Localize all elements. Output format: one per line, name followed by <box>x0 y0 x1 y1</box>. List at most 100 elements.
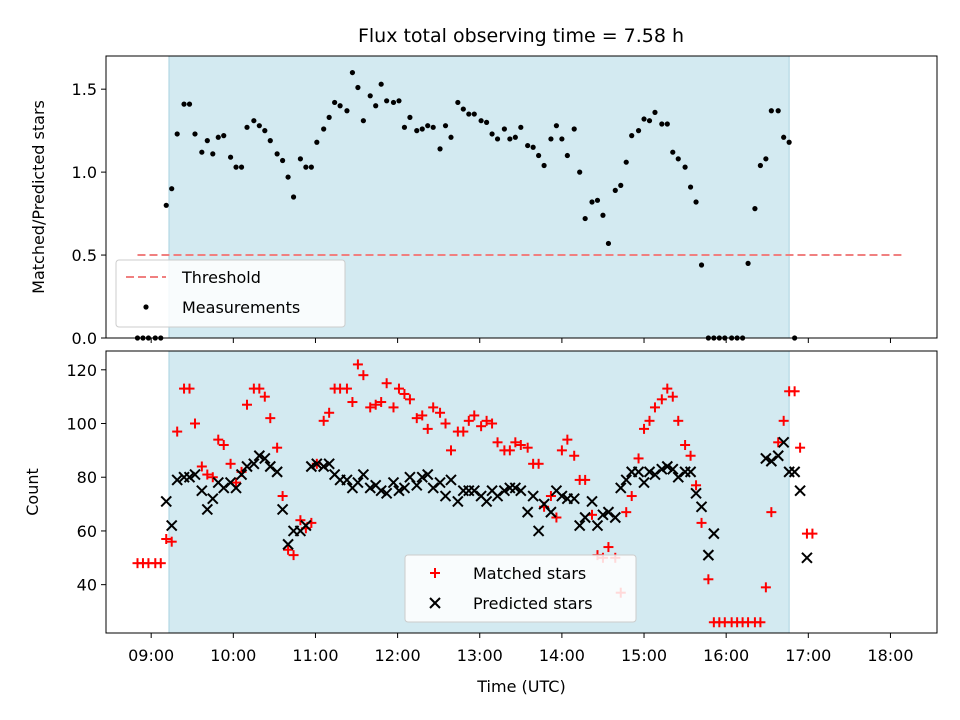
x-stroke-b <box>801 552 813 564</box>
matched-star-point <box>393 383 404 394</box>
predicted-star-point <box>649 468 661 481</box>
measurement-point <box>373 103 379 109</box>
measurement-point <box>536 152 542 159</box>
matched-star-point <box>422 423 433 434</box>
matched-star-point <box>370 399 381 410</box>
matched-star-point <box>562 434 573 445</box>
measurement-points <box>134 69 798 341</box>
predicted-star-point <box>609 511 621 524</box>
top-panel-frame <box>105 55 938 339</box>
measurement-point <box>355 84 361 91</box>
x-stroke-b <box>317 460 330 473</box>
predicted-star-point <box>166 519 178 532</box>
measurement-point <box>786 139 792 145</box>
x-tick-label: 15:00 <box>621 646 667 665</box>
measurement-point <box>169 186 175 192</box>
x-stroke-b <box>532 525 545 537</box>
measurement-point <box>360 118 366 124</box>
matched-star-point <box>492 437 503 448</box>
measurement-point <box>414 128 420 134</box>
x-stroke-b <box>341 474 353 486</box>
legend-measurements-swatch <box>143 304 149 310</box>
measurement-point <box>251 118 257 124</box>
matched-star-point <box>161 534 172 544</box>
predicted-star-point <box>183 471 196 483</box>
matched-star-point <box>435 407 446 418</box>
measurement-point <box>290 194 297 200</box>
x-stroke-b <box>416 471 428 483</box>
predicted-star-point <box>171 474 183 486</box>
x-stroke-b <box>638 476 650 489</box>
x-stroke-b <box>323 458 335 470</box>
x-tick-label: 12:00 <box>375 646 421 665</box>
measurement-point <box>618 182 624 188</box>
measurement-point <box>652 109 658 115</box>
matched-star-point <box>155 558 166 569</box>
matched-star-point <box>358 370 369 381</box>
bottom-legend-box <box>404 554 637 623</box>
predicted-star-point <box>702 549 715 561</box>
predicted-star-point <box>452 495 464 508</box>
predicted-star-point <box>801 552 813 564</box>
x-stroke-b <box>207 493 219 505</box>
x-stroke-b <box>491 490 504 502</box>
measurement-point <box>221 133 227 139</box>
legend-predicted-swatch <box>429 597 441 609</box>
predicted-star-point <box>586 495 598 508</box>
x-stroke-b <box>160 495 172 508</box>
x-tick-label: 16:00 <box>703 646 749 665</box>
measurement-point <box>238 164 245 170</box>
predicted-star-point <box>235 468 248 481</box>
measurement-point <box>163 202 169 208</box>
x-stroke-b <box>305 460 318 473</box>
predicted-star-point <box>311 458 323 470</box>
measurement-point <box>507 136 513 142</box>
measurement-point <box>174 131 180 137</box>
measurement-point <box>675 156 681 162</box>
y-tick-label: 0.0 <box>72 329 97 348</box>
legend-matched-label: Matched stars <box>473 564 586 583</box>
predicted-star-point <box>632 466 645 478</box>
measurement-point <box>564 152 570 159</box>
measurement-point <box>199 149 205 155</box>
x-stroke-b <box>429 597 441 609</box>
top-legend-box <box>115 259 346 328</box>
measurement-point <box>471 111 477 117</box>
x-stroke-b <box>369 479 382 491</box>
predicted-star-point <box>498 484 511 497</box>
predicted-star-point <box>620 474 632 486</box>
measurement-point <box>646 118 653 124</box>
predicted-star-point <box>218 482 230 494</box>
x-stroke-b <box>708 527 720 540</box>
matched-star-point <box>184 383 195 394</box>
x-stroke-b <box>684 466 697 478</box>
x-stroke-b <box>597 509 609 521</box>
x-stroke-b <box>632 466 645 478</box>
matched-star-point <box>399 388 410 399</box>
measurement-point <box>390 99 397 106</box>
predicted-star-point <box>579 511 591 524</box>
matched-star-point <box>318 415 329 426</box>
measurement-point <box>512 134 518 140</box>
measurement-point <box>437 146 443 152</box>
x-stroke-b <box>452 495 464 508</box>
predicted-stars-points <box>160 436 813 564</box>
x-stroke-b <box>235 468 248 481</box>
x-stroke-b <box>259 452 271 465</box>
x-stroke-b <box>248 458 260 470</box>
x-tick-label: 14:00 <box>539 646 585 665</box>
matched-star-point <box>213 434 224 445</box>
matched-star-point <box>667 391 678 402</box>
predicted-star-point <box>468 484 480 497</box>
x-stroke-b <box>357 468 370 481</box>
matched-star-point <box>476 421 487 432</box>
matched-star-point <box>755 617 766 628</box>
predicted-star-point <box>317 460 330 473</box>
x-stroke-b <box>183 471 196 483</box>
measurement-point <box>349 69 356 76</box>
bottom-panel: 40 60 80 100 120 09:00 10:00 11:00 12:00 13:00 14… <box>23 350 938 696</box>
top-panel: 0.0 0.5 1.0 1.5 Matched/Predicted stars Thr… <box>29 55 938 348</box>
x-axis-label: Time (UTC) <box>476 677 565 696</box>
matched-star-point <box>778 415 789 426</box>
